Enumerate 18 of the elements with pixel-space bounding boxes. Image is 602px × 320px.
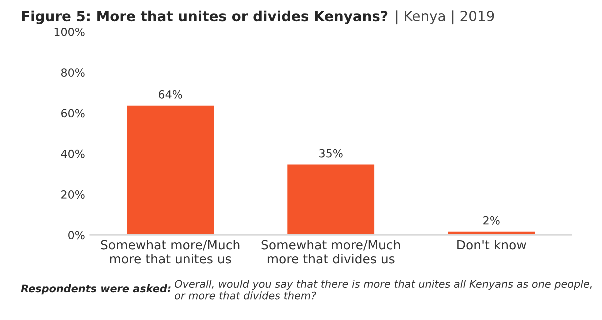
x-tick-label: Don't know bbox=[458, 240, 526, 250]
y-tick-label: 60% bbox=[62, 109, 85, 118]
bar bbox=[286, 163, 376, 236]
y-tick-label: 80% bbox=[61, 68, 85, 78]
data-label: 2% bbox=[484, 216, 500, 225]
y-tick-label: 40% bbox=[61, 150, 85, 158]
data-label: 64% bbox=[158, 90, 182, 99]
y-tick-label: 100% bbox=[54, 28, 85, 36]
chart-title: Figure 5: More that unites or divides Kenyans? bbox=[22, 10, 388, 24]
chart-subtitle: | Kenya | 2019 bbox=[396, 10, 494, 25]
x-tick-label: Somewhat more/Much more that divides us bbox=[262, 240, 400, 264]
text: Overall, would you say that there is more that unites all Kenyans as one people, or more that divides them? bbox=[174, 280, 592, 300]
bar bbox=[126, 104, 216, 236]
y-tick-label: 0% bbox=[68, 231, 85, 240]
x-tick-label: Somewhat more/Much more that unites us bbox=[101, 240, 240, 264]
data-label: 35% bbox=[320, 149, 343, 158]
y-tick-label: 20% bbox=[62, 190, 85, 199]
text: Respondents were asked: bbox=[21, 284, 171, 295]
